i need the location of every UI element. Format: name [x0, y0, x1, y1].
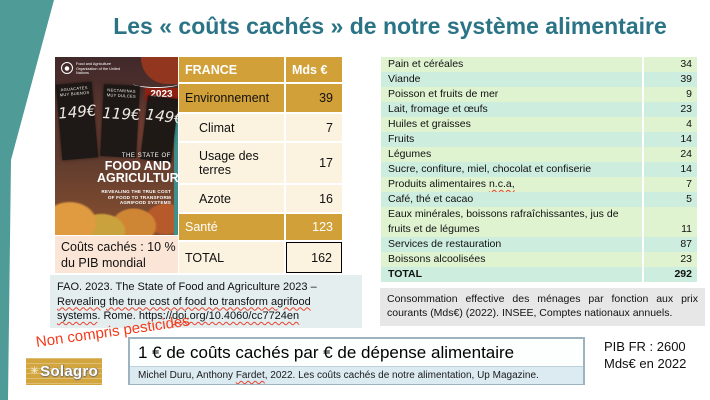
france-row-label: Santé [179, 214, 284, 240]
consumption-caption: Consommation effective des ménages par f… [380, 288, 705, 326]
consumption-row-value: 24 [644, 147, 697, 162]
consumption-table-row: Pain et céréales 34 [381, 57, 703, 72]
consumption-table-row: TOTAL 292 [381, 267, 703, 282]
pib-line1: PIB FR : 2600 [604, 339, 686, 354]
consumption-row-label: Eaux minérales, boissons rafraîchissante… [381, 207, 642, 237]
france-row-value: 123 [286, 214, 342, 240]
france-row-label: Environnement [179, 84, 284, 112]
france-row-value: 16 [286, 185, 342, 212]
consumption-row-value: 39 [644, 72, 697, 87]
consumption-row-label: TOTAL [381, 267, 642, 282]
book-cover: Food and Agriculture Organization of the… [55, 57, 178, 235]
hidden-cost-note: Coûts cachés : 10 % du PIB mondial [55, 236, 178, 273]
consumption-row-value: 4 [644, 117, 697, 132]
consumption-table-row: Boissons alcoolisées 23 [381, 252, 703, 267]
cover-corner-shape [133, 57, 178, 88]
france-row-value: Mds € [286, 57, 342, 82]
fao-emblem-icon [61, 62, 73, 74]
france-row-label: Climat [179, 114, 284, 141]
consumption-row-value: 23 [644, 252, 697, 267]
chalkboard-text: AGUACATES MUY BUENOS [59, 84, 90, 98]
consumption-table-row: Huiles et graisses 4 [381, 117, 703, 132]
consumption-row-label: Café, thé et cacao [381, 192, 642, 207]
consumption-table-row: Eaux minérales, boissons rafraîchissante… [381, 207, 703, 237]
consumption-row-label: Lait, fromage et œufs [381, 102, 642, 117]
consumption-row-value: 7 [644, 177, 697, 192]
consumption-table-row: Services de restauration 87 [381, 237, 703, 252]
fao-logo: Food and Agriculture Organization of the… [61, 62, 130, 76]
cover-subtitle: REVEALING THE TRUE COST OF FOOD TO TRANS… [101, 189, 171, 206]
france-row-label: FRANCE [179, 57, 284, 82]
chalkboard-price: 149€ [57, 101, 98, 123]
consumption-row-value: 14 [644, 132, 697, 147]
france-row-label: TOTAL [179, 242, 284, 273]
consumption-row-label: Légumes [381, 147, 642, 162]
france-row-value: 39 [286, 84, 342, 112]
chalkboard-sign: AGUACATES MUY BUENOS 149€ [55, 81, 99, 161]
consumption-row-label: Pain et céréales [381, 57, 642, 72]
consumption-table-row: Poisson et fruits de mer 9 [381, 87, 703, 102]
chalkboard-price: 149€ [144, 105, 178, 128]
chalkboard-sign: NECTARINAS MUY DULCES 119€ [100, 84, 141, 158]
france-row-label: Azote [179, 185, 284, 212]
france-table-row: TOTAL 162 [179, 242, 342, 273]
pib-line2: Mds€ en 2022 [604, 356, 687, 371]
consumption-table-row: Produits alimentaires n.c.a, 7 [381, 177, 703, 192]
key-message-headline: 1 € de coûts cachés par € de dépense ali… [138, 343, 515, 362]
france-table-row: Climat 7 [179, 114, 342, 141]
consumption-row-value: 34 [644, 57, 697, 72]
consumption-row-label: Sucre, confiture, miel, chocolat et conf… [381, 162, 642, 177]
consumption-row-label: Huiles et graisses [381, 117, 642, 132]
consumption-table-row: Légumes 24 [381, 147, 703, 162]
france-table-row: FRANCE Mds € [179, 57, 342, 82]
consumption-table-row: Café, thé et cacao 5 [381, 192, 703, 207]
chalkboard-price: 119€ [101, 104, 141, 125]
consumption-row-label: Services de restauration [381, 237, 642, 252]
france-table-row: Santé 123 [179, 214, 342, 240]
france-row-value: 7 [286, 114, 342, 141]
chalkboard-text: NECTARINAS MUY DULCES [106, 87, 137, 99]
consumption-table-row: Viande 39 [381, 72, 703, 87]
france-row-value: 162 [286, 242, 342, 273]
consumption-row-value: 23 [644, 102, 697, 117]
france-table: FRANCE Mds € Environnement 39 Climat 7 Usage d… [179, 57, 342, 273]
france-row-label: Usage des terres [179, 143, 284, 183]
france-table-row: Azote 16 [179, 185, 342, 212]
consumption-row-value: 11 [644, 207, 697, 237]
consumption-row-label: Viande [381, 72, 642, 87]
key-message-box: 1 € de coûts cachés par € de dépense ali… [128, 337, 585, 385]
consumption-table-row: Sucre, confiture, miel, chocolat et conf… [381, 162, 703, 177]
consumption-row-label: Boissons alcoolisées [381, 252, 642, 267]
cover-side-strip [174, 117, 178, 235]
france-table-row: Usage des terres 17 [179, 143, 342, 183]
solagro-logo: ☀ Solagro [26, 358, 102, 385]
page-title: Les « coûts cachés » de notre système al… [113, 13, 667, 39]
cover-series: THE STATE OF [121, 153, 171, 159]
france-table-row: Environnement 39 [179, 84, 342, 112]
consumption-row-value: 14 [644, 162, 697, 177]
key-message-citation: Michel Duru, Anthony Fardet, 2022. Les c… [130, 366, 583, 384]
consumption-row-value: 9 [644, 87, 697, 102]
fao-citation: FAO. 2023. The State of Food and Agricul… [50, 275, 362, 328]
consumption-row-value: 87 [644, 237, 697, 252]
consumption-row-value: 5 [644, 192, 697, 207]
pib-note: PIB FR : 2600 Mds€ en 2022 [604, 338, 686, 372]
france-row-value: 17 [286, 143, 342, 183]
consumption-row-label: Produits alimentaires n.c.a, [381, 177, 642, 192]
sun-icon: ☀ [29, 366, 40, 377]
fao-org-name: Food and Agriculture Organization of the… [76, 62, 121, 76]
solagro-logo-text: Solagro [40, 363, 99, 380]
consumption-row-label: Poisson et fruits de mer [381, 87, 642, 102]
consumption-table-row: Lait, fromage et œufs 23 [381, 102, 703, 117]
consumption-table: Pain et céréales 34 Viande 39 Poisson et fru… [381, 57, 703, 282]
consumption-table-row: Fruits 14 [381, 132, 703, 147]
consumption-row-value: 292 [644, 267, 697, 282]
consumption-row-label: Fruits [381, 132, 642, 147]
